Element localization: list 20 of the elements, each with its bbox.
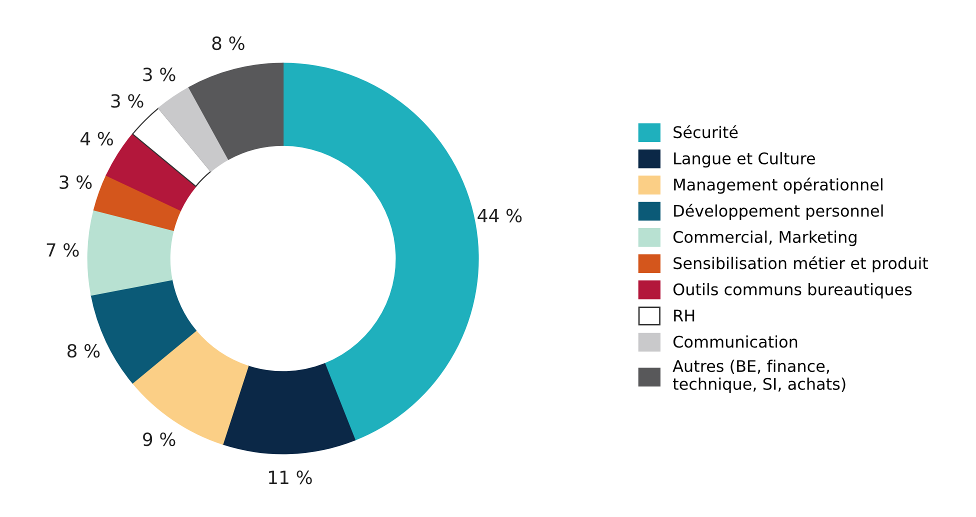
legend-label: Autres (BE, finance, technique, SI, achats) xyxy=(672,360,846,394)
legend-label: Sécurité xyxy=(674,125,738,138)
legend-label: Outils communs bureautiques xyxy=(673,283,912,298)
data-label: 4 % xyxy=(80,132,113,146)
data-label: 9 % xyxy=(143,432,176,446)
legend-label: Sensibilisation métier et produit xyxy=(674,256,928,272)
data-label: 8 % xyxy=(212,36,244,50)
legend-label: Management opérationnel xyxy=(674,178,882,194)
data-label: 3 % xyxy=(111,94,144,108)
legend-label: Commercial, Marketing xyxy=(673,230,856,246)
data-label: 3 % xyxy=(143,68,176,82)
data-label: 7 % xyxy=(46,243,79,257)
legend-label: Communication xyxy=(673,335,798,348)
data-label: 44 % xyxy=(478,208,522,222)
data-label: 8 % xyxy=(67,344,100,358)
data-label: 3 % xyxy=(60,175,92,190)
legend-label: Développement personnel xyxy=(674,204,883,220)
data-label: 11 % xyxy=(269,470,312,484)
legend-label: RH xyxy=(674,310,694,322)
legend-label: Langue et Culture xyxy=(674,152,815,168)
